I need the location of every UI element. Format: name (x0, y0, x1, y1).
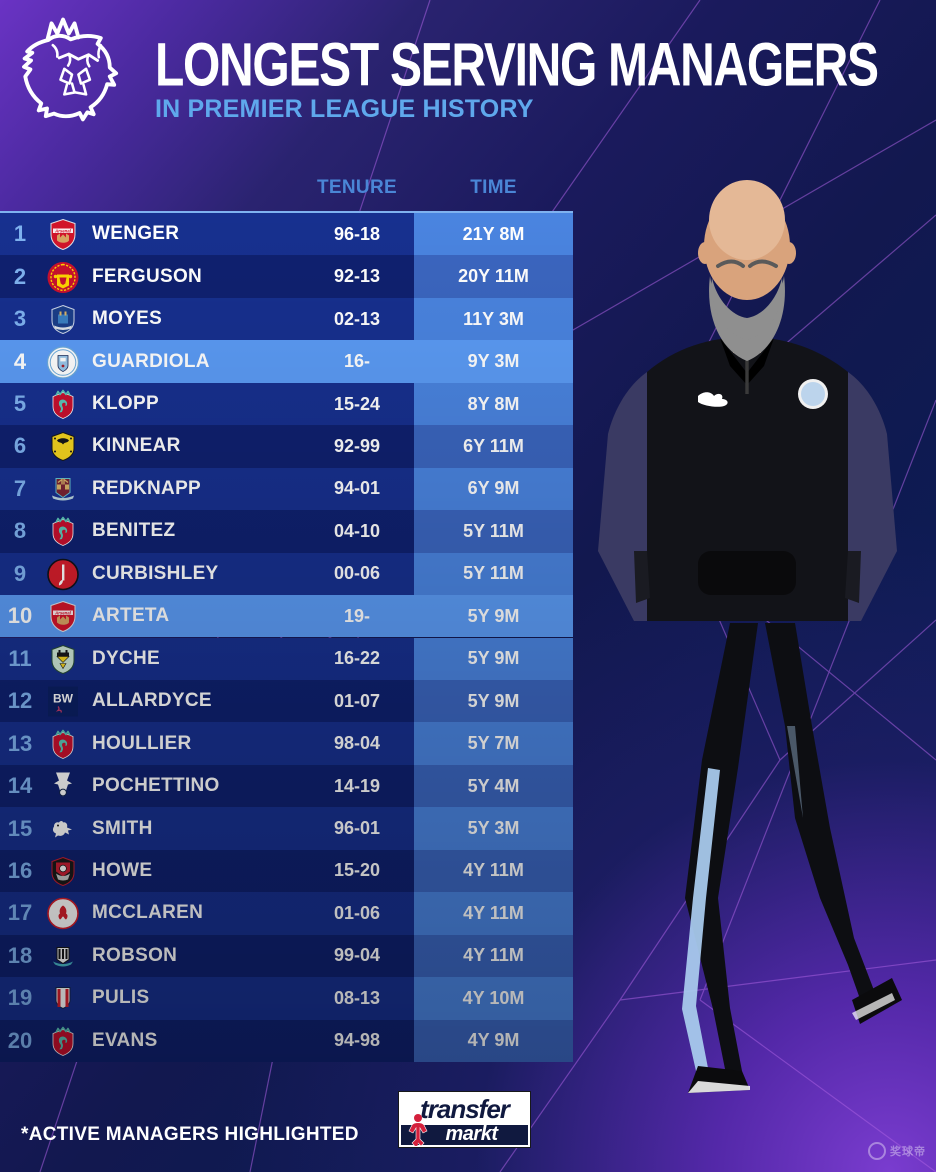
svg-text:Arsenal: Arsenal (54, 611, 72, 616)
svg-text:BW: BW (53, 692, 74, 706)
svg-text:Arsenal: Arsenal (54, 229, 72, 234)
